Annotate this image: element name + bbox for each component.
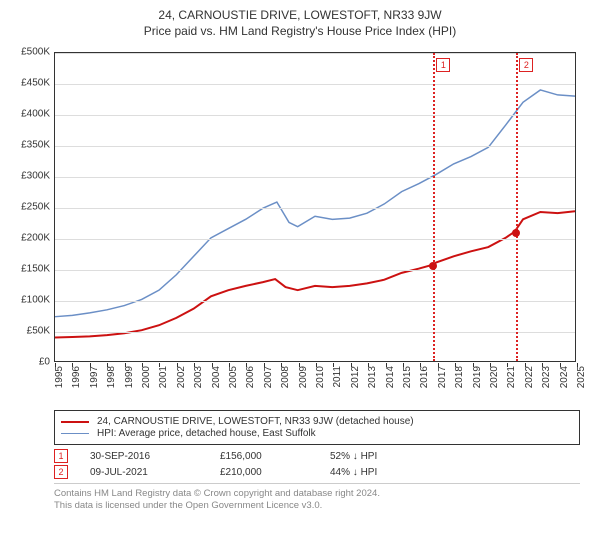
legend-label-hpi: HPI: Average price, detached house, East… <box>97 428 316 439</box>
xtick-label: 2025 <box>576 366 587 388</box>
transaction-1-price: £156,000 <box>220 451 330 462</box>
series-lines <box>55 53 575 361</box>
transaction-2-price: £210,000 <box>220 467 330 478</box>
xtick-label: 2018 <box>454 366 465 388</box>
xtick-label: 1996 <box>71 366 82 388</box>
ytick-label: £100K <box>10 295 50 306</box>
chart-container: 24, CARNOUSTIE DRIVE, LOWESTOFT, NR33 9J… <box>0 0 600 519</box>
ytick-label: £350K <box>10 140 50 151</box>
xtick-label: 2013 <box>367 366 378 388</box>
xtick-label: 2001 <box>158 366 169 388</box>
gridline <box>55 208 575 209</box>
xtick-label: 2006 <box>245 366 256 388</box>
xtick-label: 2005 <box>228 366 239 388</box>
series-line <box>55 211 575 337</box>
transaction-vline <box>433 53 435 361</box>
xtick-label: 2014 <box>385 366 396 388</box>
ytick-label: £50K <box>10 326 50 337</box>
ytick-label: £300K <box>10 171 50 182</box>
xtick-label: 2002 <box>176 366 187 388</box>
xtick-label: 1998 <box>106 366 117 388</box>
copyright: Contains HM Land Registry data © Crown c… <box>54 483 580 513</box>
copyright-line2: This data is licensed under the Open Gov… <box>54 500 580 512</box>
ytick-label: £0 <box>10 357 50 368</box>
xtick-label: 2023 <box>541 366 552 388</box>
transaction-1-delta: 52% ↓ HPI <box>330 451 460 462</box>
xtick-label: 2011 <box>332 366 343 388</box>
xtick-label: 2009 <box>298 366 309 388</box>
transaction-marker: 1 <box>436 58 450 72</box>
transaction-1-date: 30-SEP-2016 <box>90 451 220 462</box>
transaction-row: 2 09-JUL-2021 £210,000 44% ↓ HPI <box>54 465 580 479</box>
xtick-label: 2000 <box>141 366 152 388</box>
xtick-label: 1999 <box>124 366 135 388</box>
gridline <box>55 177 575 178</box>
xtick-label: 2004 <box>211 366 222 388</box>
xtick-label: 1997 <box>89 366 100 388</box>
xtick-label: 2017 <box>437 366 448 388</box>
legend-swatch-hpi <box>61 433 89 434</box>
xtick-label: 2010 <box>315 366 326 388</box>
gridline <box>55 84 575 85</box>
xtick-label: 2020 <box>489 366 500 388</box>
gridline <box>55 332 575 333</box>
ytick-label: £150K <box>10 264 50 275</box>
gridline <box>55 270 575 271</box>
xtick-label: 2015 <box>402 366 413 388</box>
transaction-point <box>429 262 437 270</box>
transaction-2-date: 09-JUL-2021 <box>90 467 220 478</box>
xtick-label: 2007 <box>263 366 274 388</box>
marker-2: 2 <box>54 465 68 479</box>
ytick-label: £200K <box>10 233 50 244</box>
legend: 24, CARNOUSTIE DRIVE, LOWESTOFT, NR33 9J… <box>54 410 580 445</box>
gridline <box>55 115 575 116</box>
xtick-label: 2008 <box>280 366 291 388</box>
chart-area: £0 £50K £100K £150K £200K £250K £300K £350K £400… <box>10 46 590 406</box>
legend-label-property: 24, CARNOUSTIE DRIVE, LOWESTOFT, NR33 9J… <box>97 416 414 427</box>
legend-item-hpi: HPI: Average price, detached house, East… <box>61 428 573 439</box>
ytick-label: £250K <box>10 202 50 213</box>
chart-title: 24, CARNOUSTIE DRIVE, LOWESTOFT, NR33 9J… <box>10 8 590 22</box>
transaction-marker: 2 <box>519 58 533 72</box>
gridline <box>55 301 575 302</box>
ytick-label: £400K <box>10 109 50 120</box>
transaction-vline <box>516 53 518 361</box>
xtick-label: 2021 <box>506 366 517 388</box>
series-line <box>55 90 575 317</box>
ytick-label: £500K <box>10 47 50 58</box>
gridline <box>55 239 575 240</box>
legend-swatch-property <box>61 421 89 423</box>
chart-subtitle: Price paid vs. HM Land Registry's House … <box>10 24 590 38</box>
xtick-label: 1995 <box>54 366 65 388</box>
xtick-label: 2012 <box>350 366 361 388</box>
xtick-label: 2019 <box>472 366 483 388</box>
ytick-label: £450K <box>10 78 50 89</box>
transactions-table: 1 30-SEP-2016 £156,000 52% ↓ HPI 2 09-JU… <box>54 449 580 479</box>
transaction-row: 1 30-SEP-2016 £156,000 52% ↓ HPI <box>54 449 580 463</box>
gridline <box>55 146 575 147</box>
xtick-label: 2024 <box>559 366 570 388</box>
xtick-label: 2022 <box>524 366 535 388</box>
transaction-point <box>512 229 520 237</box>
copyright-line1: Contains HM Land Registry data © Crown c… <box>54 488 580 500</box>
legend-item-property: 24, CARNOUSTIE DRIVE, LOWESTOFT, NR33 9J… <box>61 416 573 427</box>
marker-1: 1 <box>54 449 68 463</box>
plot-box <box>54 52 576 362</box>
xtick-label: 2003 <box>193 366 204 388</box>
xtick-label: 2016 <box>419 366 430 388</box>
transaction-2-delta: 44% ↓ HPI <box>330 467 460 478</box>
gridline <box>55 53 575 54</box>
